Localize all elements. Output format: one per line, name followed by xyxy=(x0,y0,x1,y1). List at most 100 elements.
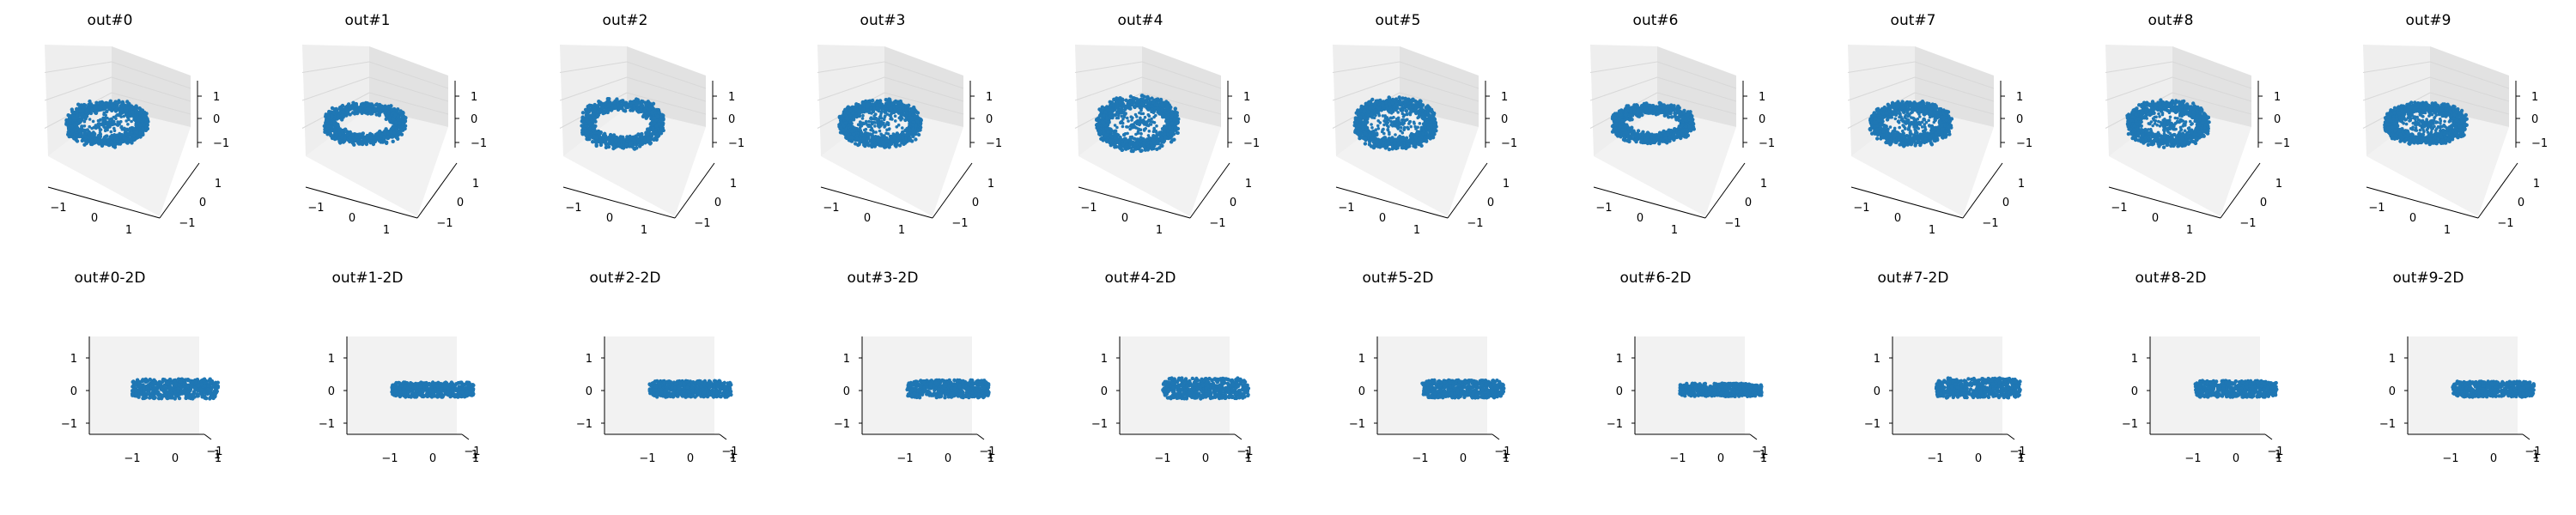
data-point xyxy=(131,110,135,115)
data-point xyxy=(632,147,637,151)
data-point xyxy=(866,143,871,148)
data-point xyxy=(854,102,859,106)
data-point xyxy=(114,117,118,121)
data-point xyxy=(911,126,915,131)
data-point xyxy=(127,118,131,122)
data-point xyxy=(1150,147,1154,151)
data-point xyxy=(78,113,82,118)
data-point xyxy=(353,137,357,142)
grid-line xyxy=(368,76,449,102)
data-point xyxy=(611,100,617,105)
data-point xyxy=(598,142,604,148)
data-point xyxy=(1121,111,1125,115)
data-point xyxy=(322,124,326,129)
y-tick-label: −1 xyxy=(694,217,710,230)
data-point xyxy=(378,110,382,114)
data-point xyxy=(1120,148,1124,152)
data-point xyxy=(915,111,920,115)
data-point xyxy=(901,126,904,130)
data-point xyxy=(1100,119,1105,124)
data-point xyxy=(386,106,391,110)
data-point xyxy=(1156,97,1160,101)
grid-line xyxy=(111,76,191,102)
data-point xyxy=(889,115,893,119)
data-point xyxy=(112,133,116,136)
y-tick-label: 1 xyxy=(472,178,479,191)
data-point xyxy=(132,127,137,131)
data-point xyxy=(80,124,84,129)
data-point xyxy=(129,113,133,118)
data-point xyxy=(91,119,95,124)
x-tick-label: 0 xyxy=(864,212,871,225)
data-point xyxy=(859,129,863,132)
data-point xyxy=(101,116,105,120)
data-point xyxy=(1146,134,1151,137)
data-point xyxy=(135,134,139,138)
data-point xyxy=(111,119,114,123)
z-tick-label: 0 xyxy=(213,113,220,126)
data-point xyxy=(593,140,598,144)
x-tick-label: −1 xyxy=(565,202,581,215)
data-point xyxy=(914,137,918,142)
data-point xyxy=(119,115,123,118)
data-point xyxy=(839,124,843,130)
data-point xyxy=(1174,121,1179,126)
data-point xyxy=(125,109,129,113)
data-point xyxy=(92,125,96,130)
x-tick-label: −1 xyxy=(307,202,324,215)
data-point xyxy=(1124,98,1128,103)
data-point xyxy=(1139,108,1143,112)
data-point xyxy=(1104,127,1109,131)
data-point xyxy=(393,112,398,117)
z-tick-label: 1 xyxy=(728,91,735,104)
data-point xyxy=(916,132,921,137)
data-point xyxy=(591,124,595,130)
data-point xyxy=(616,103,620,107)
data-point xyxy=(1160,107,1164,112)
data-point xyxy=(861,107,866,112)
subplot-title: out#5 xyxy=(1376,12,1421,29)
data-point xyxy=(878,103,883,108)
pane-left-wall xyxy=(45,45,112,156)
data-point xyxy=(98,130,102,135)
data-point xyxy=(1152,126,1156,130)
data-point xyxy=(1125,125,1128,129)
data-point xyxy=(886,98,890,103)
data-point xyxy=(1158,97,1163,102)
data-point xyxy=(589,104,594,108)
data-point xyxy=(851,115,856,120)
data-point xyxy=(851,111,855,115)
data-point xyxy=(129,127,133,132)
y-axis xyxy=(159,162,200,219)
data-point xyxy=(101,122,106,125)
data-point xyxy=(866,102,871,106)
z-tick-label: −1 xyxy=(1243,137,1260,150)
data-point xyxy=(106,122,109,126)
data-point xyxy=(646,136,651,141)
data-point xyxy=(84,135,88,140)
data-point xyxy=(118,104,124,108)
data-point xyxy=(640,135,644,140)
data-point xyxy=(605,110,610,115)
data-point xyxy=(97,133,102,137)
data-point xyxy=(109,130,113,134)
data-point xyxy=(1129,140,1133,145)
data-point xyxy=(635,98,641,102)
grid-line xyxy=(301,61,370,73)
data-point xyxy=(116,120,119,124)
scatter-points xyxy=(64,99,150,149)
data-point xyxy=(106,138,111,143)
data-point xyxy=(860,117,865,120)
data-point xyxy=(78,132,82,136)
data-point xyxy=(376,136,380,141)
z-tick-label: 1 xyxy=(471,91,477,104)
y-tick-label: −1 xyxy=(1209,217,1225,230)
data-point xyxy=(614,135,618,140)
data-point xyxy=(145,123,149,127)
data-point xyxy=(1160,102,1165,107)
data-point xyxy=(1147,118,1151,122)
x-tick-label: 0 xyxy=(349,212,355,225)
data-point xyxy=(873,124,877,128)
z-tick-label: −1 xyxy=(728,137,744,150)
panel-3d: out#310−1−101−101 xyxy=(817,12,1002,237)
